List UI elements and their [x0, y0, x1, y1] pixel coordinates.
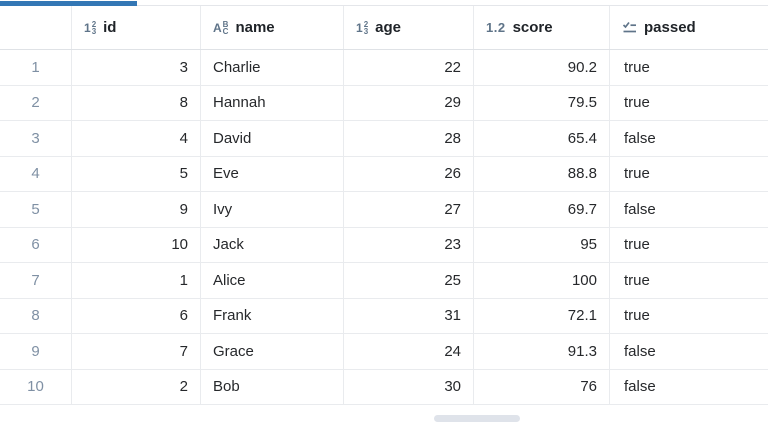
cell-score[interactable]: 76: [474, 369, 610, 404]
row-number[interactable]: 7: [0, 263, 72, 298]
boolean-type-icon: [622, 21, 637, 34]
cell-score[interactable]: 65.4: [474, 121, 610, 156]
cell-score[interactable]: 95: [474, 227, 610, 262]
row-number[interactable]: 1: [0, 50, 72, 85]
row-number[interactable]: 5: [0, 192, 72, 227]
row-number[interactable]: 10: [0, 369, 72, 404]
cell-name[interactable]: Charlie: [201, 50, 344, 85]
cell-passed[interactable]: true: [624, 307, 650, 325]
cell-score[interactable]: 69.7: [474, 192, 610, 227]
cell-id[interactable]: 8: [72, 85, 201, 120]
cell-age[interactable]: 26: [344, 156, 474, 191]
cell-id[interactable]: 9: [72, 192, 201, 227]
cell-score[interactable]: 79.5: [474, 85, 610, 120]
cell-passed[interactable]: true: [624, 165, 650, 183]
cell-name[interactable]: Frank: [201, 298, 344, 333]
column-label: age: [375, 19, 401, 36]
column-label: passed: [644, 19, 696, 36]
table-row: 6 10 Jack 23 95 true: [0, 227, 768, 263]
cell-score[interactable]: 100: [474, 263, 610, 298]
cell-name[interactable]: Jack: [201, 227, 344, 262]
table-row: 4 5 Eve 26 88.8 true: [0, 156, 768, 192]
table-row: 7 1 Alice 25 100 true: [0, 263, 768, 299]
row-number[interactable]: 3: [0, 121, 72, 156]
cell-age[interactable]: 30: [344, 369, 474, 404]
table-row: 1 3 Charlie 22 90.2 true: [0, 50, 768, 86]
cell-name[interactable]: Ivy: [201, 192, 344, 227]
top-border-line: [0, 5, 768, 6]
row-number[interactable]: 9: [0, 334, 72, 369]
cell-name[interactable]: Eve: [201, 156, 344, 191]
cell-passed[interactable]: false: [624, 129, 656, 147]
cell-age[interactable]: 27: [344, 192, 474, 227]
cell-passed[interactable]: true: [624, 94, 650, 112]
cell-age[interactable]: 29: [344, 85, 474, 120]
cell-score[interactable]: 90.2: [474, 50, 610, 85]
cell-id[interactable]: 1: [72, 263, 201, 298]
cell-name[interactable]: Hannah: [201, 85, 344, 120]
column-header-passed[interactable]: passed: [610, 6, 768, 49]
column-label: name: [235, 19, 275, 36]
table-row: 8 6 Frank 31 72.1 true: [0, 298, 768, 334]
cell-id[interactable]: 4: [72, 121, 201, 156]
float-type-icon: 1.2: [486, 20, 506, 35]
cell-passed[interactable]: false: [624, 200, 656, 218]
row-number-header[interactable]: [0, 6, 72, 49]
cell-id[interactable]: 7: [72, 334, 201, 369]
cell-age[interactable]: 24: [344, 334, 474, 369]
cell-age[interactable]: 28: [344, 121, 474, 156]
cell-age[interactable]: 23: [344, 227, 474, 262]
cell-age[interactable]: 22: [344, 50, 474, 85]
horizontal-scrollbar-thumb[interactable]: [434, 415, 520, 422]
cell-id[interactable]: 5: [72, 156, 201, 191]
table-row: 9 7 Grace 24 91.3 false: [0, 334, 768, 370]
cell-passed[interactable]: true: [624, 271, 650, 289]
cell-passed[interactable]: true: [624, 236, 650, 254]
cell-id[interactable]: 2: [72, 369, 201, 404]
table-row: 2 8 Hannah 29 79.5 true: [0, 85, 768, 121]
cell-name[interactable]: David: [201, 121, 344, 156]
table-row: 5 9 Ivy 27 69.7 false: [0, 192, 768, 228]
cell-name[interactable]: Bob: [201, 369, 344, 404]
column-header-score[interactable]: 1.2 score: [474, 6, 610, 49]
cell-age[interactable]: 31: [344, 298, 474, 333]
cell-name[interactable]: Alice: [201, 263, 344, 298]
table-row: 10 2 Bob 30 76 false: [0, 369, 768, 405]
row-number[interactable]: 6: [0, 227, 72, 262]
cell-age[interactable]: 25: [344, 263, 474, 298]
row-number[interactable]: 8: [0, 298, 72, 333]
row-number[interactable]: 2: [0, 85, 72, 120]
cell-score[interactable]: 88.8: [474, 156, 610, 191]
grid-top-strip: [0, 0, 768, 6]
top-accent-bar: [0, 1, 137, 6]
cell-score[interactable]: 72.1: [474, 298, 610, 333]
cell-passed[interactable]: true: [624, 58, 650, 76]
table-body: 1 3 Charlie 22 90.2 true 2 8 Hannah 29 7…: [0, 50, 768, 405]
table-row: 3 4 David 28 65.4 false: [0, 121, 768, 157]
cell-id[interactable]: 6: [72, 298, 201, 333]
column-label: score: [512, 19, 553, 36]
column-label: id: [103, 19, 117, 36]
cell-score[interactable]: 91.3: [474, 334, 610, 369]
cell-id[interactable]: 10: [72, 227, 201, 262]
cell-passed[interactable]: false: [624, 378, 656, 396]
cell-name[interactable]: Grace: [201, 334, 344, 369]
row-number[interactable]: 4: [0, 156, 72, 191]
cell-passed[interactable]: false: [624, 342, 656, 360]
cell-id[interactable]: 3: [72, 50, 201, 85]
